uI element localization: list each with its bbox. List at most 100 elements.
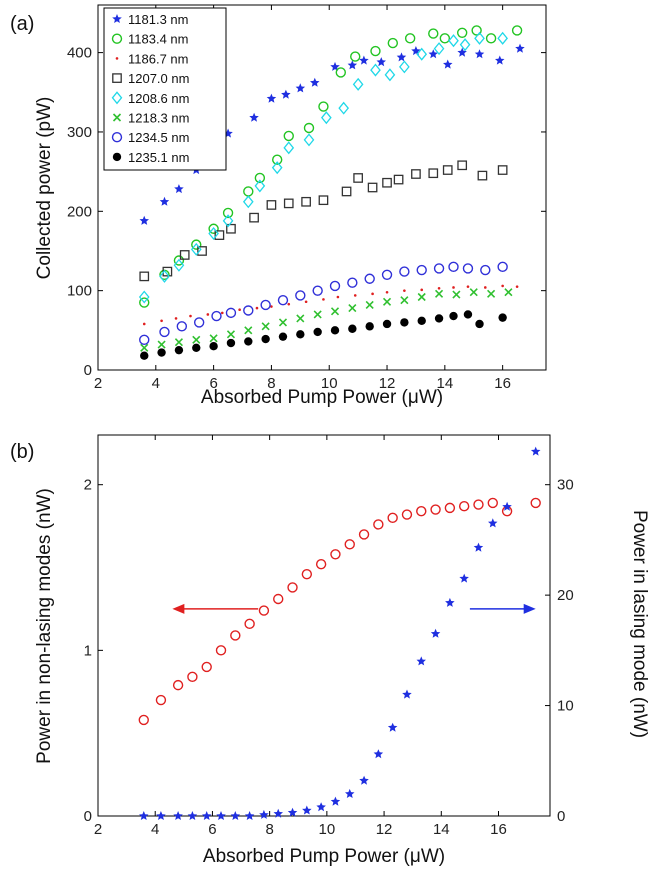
legend-marker xyxy=(112,73,122,83)
data-point xyxy=(385,290,389,294)
data-point xyxy=(504,288,513,297)
legend-entry-label: 1181.3 nm xyxy=(128,12,188,27)
panel-b-right-y-axis-title: Power in lasing mode (nW) xyxy=(629,510,649,738)
data-point xyxy=(371,292,374,296)
y-tick-label: 2 xyxy=(84,477,92,494)
data-point xyxy=(222,207,234,219)
data-point xyxy=(159,196,170,206)
data-point xyxy=(270,305,273,308)
legend-entry-label: 1208.6 nm xyxy=(128,91,189,106)
data-point xyxy=(443,59,453,69)
data-point xyxy=(139,271,150,282)
data-point xyxy=(260,299,271,311)
data-point xyxy=(304,300,308,304)
data-point xyxy=(420,288,424,292)
data-point xyxy=(313,327,322,337)
data-point xyxy=(172,679,184,691)
legend-marker xyxy=(112,113,122,122)
data-point xyxy=(365,300,374,310)
data-point xyxy=(387,37,399,49)
data-point xyxy=(216,811,226,820)
data-point xyxy=(301,568,313,580)
panel-a-y-axis-title: Collected power (pW) xyxy=(34,97,55,280)
data-point xyxy=(428,49,438,59)
x-tick-label: 4 xyxy=(152,375,160,392)
data-point xyxy=(287,302,291,306)
data-point xyxy=(430,628,441,638)
data-point xyxy=(411,46,421,56)
data-point xyxy=(330,549,341,560)
data-point xyxy=(353,294,357,297)
data-point xyxy=(452,286,455,289)
data-point xyxy=(497,261,508,273)
data-point xyxy=(501,284,504,288)
data-point xyxy=(416,264,427,276)
data-point xyxy=(287,582,298,593)
data-point xyxy=(497,165,508,175)
data-point xyxy=(244,337,253,346)
data-point xyxy=(179,250,190,260)
data-point xyxy=(487,289,496,298)
data-point xyxy=(474,31,485,45)
legend-entry-label: 1207.0 nm xyxy=(128,71,189,86)
data-point xyxy=(511,25,523,36)
data-point xyxy=(258,605,270,616)
data-point xyxy=(488,518,498,528)
y-tick-label: 0 xyxy=(84,362,92,379)
data-point xyxy=(457,47,467,57)
data-point xyxy=(329,280,341,292)
data-point xyxy=(255,306,259,310)
data-point xyxy=(330,326,340,335)
panel-b-label: (b) xyxy=(10,441,34,463)
data-point xyxy=(336,295,340,299)
data-point xyxy=(277,294,289,306)
legend-marker xyxy=(115,57,119,60)
panel-a-plot-frame xyxy=(97,4,547,371)
x-tick-label: 10 xyxy=(321,375,338,392)
data-point xyxy=(484,286,487,289)
data-point xyxy=(452,290,461,299)
arrow-head xyxy=(172,603,185,614)
panel-b-right-y-ticks: 0 10 20 30 xyxy=(545,477,574,825)
data-point xyxy=(381,269,393,280)
data-point xyxy=(437,286,441,290)
data-point xyxy=(155,694,167,706)
data-point xyxy=(358,529,370,540)
x-tick-label: 14 xyxy=(433,821,450,838)
data-point xyxy=(214,230,225,240)
data-point xyxy=(396,52,407,62)
data-point xyxy=(157,348,166,357)
series-1 xyxy=(139,25,523,308)
y-tick-label: 100 xyxy=(67,283,92,300)
legend-box xyxy=(103,7,227,171)
data-point xyxy=(174,317,178,320)
series-3 xyxy=(139,160,508,282)
data-point xyxy=(139,215,149,225)
data-point xyxy=(192,335,201,344)
data-point xyxy=(187,671,198,683)
data-point xyxy=(330,61,340,71)
data-point xyxy=(310,77,320,87)
data-point xyxy=(225,307,237,319)
y-right-tick-label: 30 xyxy=(557,477,574,494)
panel-a: (a) 2 4 6 8 10 12 14 16 0 100 200 300 400 Absorbed … xyxy=(10,4,547,408)
data-point xyxy=(350,51,361,62)
data-point xyxy=(296,314,305,323)
data-point xyxy=(417,292,426,302)
data-point xyxy=(393,174,404,185)
data-point xyxy=(261,322,270,331)
data-point xyxy=(473,499,484,510)
legend-entry-label: 1183.4 nm xyxy=(128,32,188,47)
data-point xyxy=(341,186,352,197)
data-point xyxy=(417,316,426,326)
data-point xyxy=(209,341,218,351)
data-point xyxy=(157,340,166,349)
panel-a-points xyxy=(138,25,525,360)
data-point xyxy=(226,330,236,339)
data-point xyxy=(382,297,392,306)
data-point xyxy=(433,42,445,56)
data-point xyxy=(243,305,254,316)
data-point xyxy=(244,326,253,335)
panel-a-legend: 1181.3 nm 1183.4 nm 1186.7 nm 1207.0 nm 1208… xyxy=(103,7,227,171)
data-point xyxy=(174,338,183,347)
